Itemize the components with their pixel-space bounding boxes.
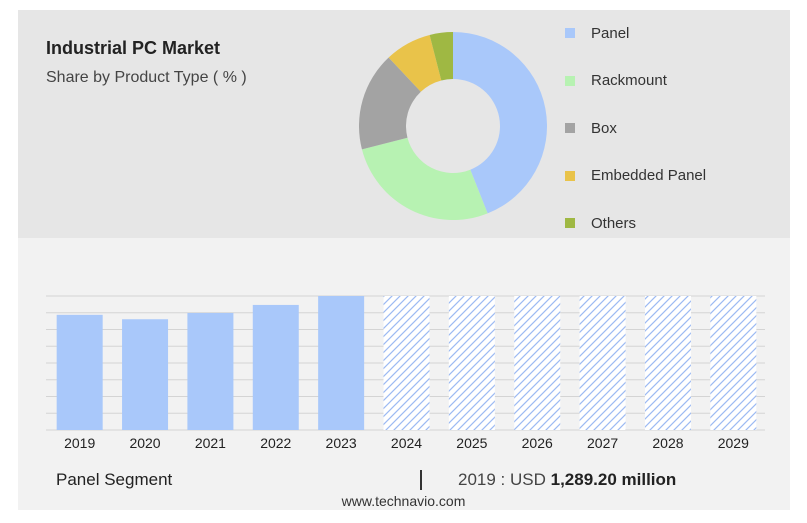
legend-item: Embedded Panel bbox=[565, 165, 765, 187]
forecast-bar-2024 bbox=[383, 296, 430, 430]
bar-chart: 2019 2020 2021 2022 2023 2024 2025 2026 2027 2028… bbox=[46, 295, 765, 451]
legend-label: Panel bbox=[591, 24, 630, 42]
legend-swatch bbox=[565, 75, 575, 86]
year-value: 2019 : USD 1,289.20 million bbox=[458, 470, 676, 490]
legend-label: Rackmount bbox=[591, 72, 667, 89]
legend-label: Box bbox=[591, 119, 617, 137]
x-tick-label: 2021 bbox=[195, 435, 226, 451]
legend-item: Box bbox=[565, 117, 765, 139]
donut-slice-embedded-panel bbox=[388, 34, 442, 92]
x-tick-label: 2029 bbox=[718, 435, 749, 451]
forecast-bar-2029 bbox=[710, 296, 757, 430]
year-prefix: 2019 : USD bbox=[458, 470, 551, 489]
x-tick-label: 2025 bbox=[456, 435, 487, 451]
forecast-bar-2025 bbox=[448, 296, 495, 430]
year-amount: 1,289.20 million bbox=[550, 470, 677, 489]
segment-label: Panel Segment bbox=[56, 470, 173, 489]
donut-slice-others bbox=[429, 32, 453, 81]
legend-swatch bbox=[565, 28, 575, 38]
donut-slice-box bbox=[359, 57, 421, 150]
forecast-bar-2028 bbox=[644, 296, 691, 430]
donut-slice-panel bbox=[453, 32, 547, 214]
chart-subtitle: Share by Product Type ( % ) bbox=[46, 69, 247, 86]
bar-2021 bbox=[187, 312, 234, 430]
donut-slice-rackmount bbox=[361, 137, 488, 220]
bar-2019 bbox=[56, 314, 103, 430]
x-tick-label: 2028 bbox=[652, 435, 683, 451]
forecast-bar-2026 bbox=[514, 296, 561, 430]
legend-swatch bbox=[565, 123, 575, 133]
legend-item: Panel bbox=[565, 22, 765, 44]
bar-2022 bbox=[252, 304, 299, 430]
x-tick-label: 2022 bbox=[260, 435, 291, 451]
x-tick-label: 2027 bbox=[587, 435, 618, 451]
legend-label: Embedded Panel bbox=[591, 167, 707, 184]
x-tick-label: 2026 bbox=[522, 435, 553, 451]
donut-chart bbox=[359, 32, 547, 220]
footer-divider bbox=[420, 470, 422, 490]
legend-swatch bbox=[565, 170, 575, 181]
x-tick-label: 2020 bbox=[129, 435, 160, 451]
x-tick-label: 2023 bbox=[326, 435, 357, 451]
source-link[interactable]: www.technavio.com bbox=[341, 493, 466, 509]
legend-item: Others bbox=[565, 212, 765, 234]
legend-item: Rackmount bbox=[565, 70, 765, 92]
legend-swatch bbox=[565, 218, 575, 228]
x-tick-label: 2024 bbox=[391, 435, 422, 451]
x-tick-label: 2019 bbox=[64, 435, 95, 451]
bar-2023 bbox=[318, 296, 365, 430]
legend-label: Others bbox=[591, 214, 637, 232]
bar-2020 bbox=[122, 319, 169, 430]
forecast-bar-2027 bbox=[579, 296, 626, 430]
chart-title: Industrial PC Market bbox=[46, 38, 221, 58]
